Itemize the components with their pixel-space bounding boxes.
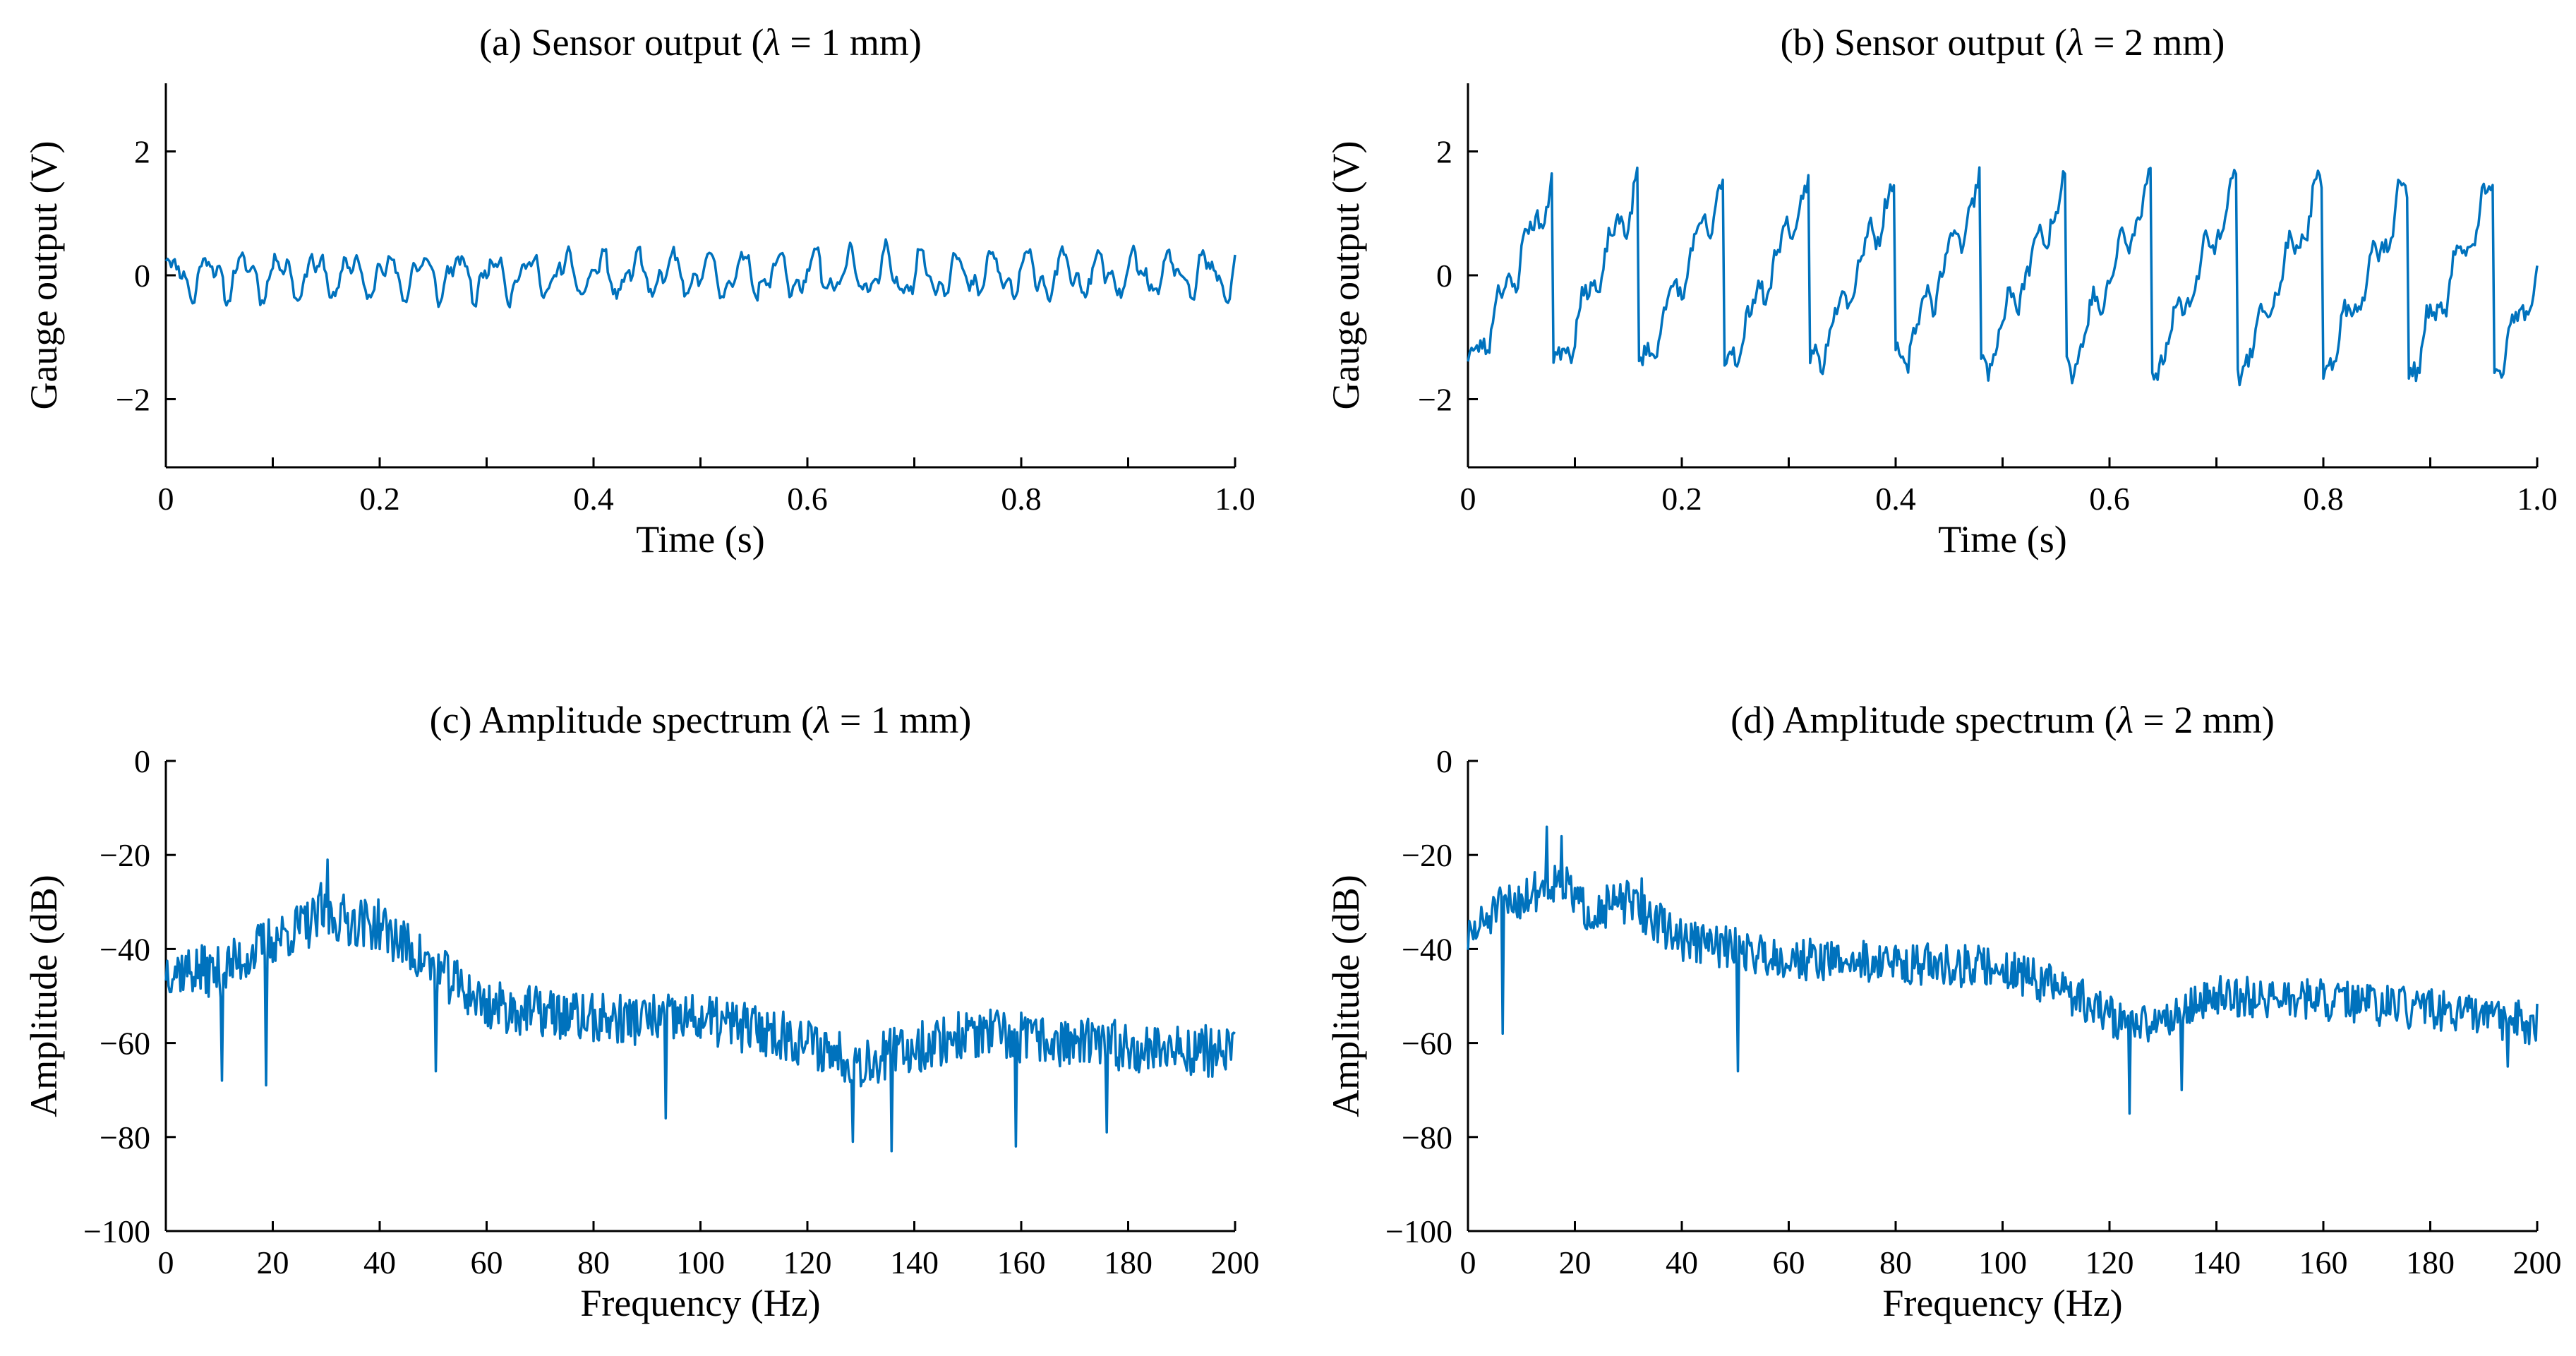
x-axis-label: Frequency (Hz) (580, 1282, 820, 1324)
x-axis-label: Time (s) (636, 518, 765, 560)
y-tick-label: 0 (1436, 743, 1452, 779)
x-tick-label: 140 (890, 1244, 939, 1280)
panel-c: (c) Amplitude spectrum (λ = 1 mm) 0 20 40 60… (23, 699, 1260, 1324)
y-tick-label: 2 (1436, 134, 1452, 170)
x-tick-label: 0.2 (359, 481, 400, 517)
y-tick-label: −20 (1402, 837, 1452, 873)
chart-title: (a) Sensor output (λ = 1 mm) (479, 21, 922, 64)
y-tick-label: −40 (1402, 931, 1452, 967)
x-tick-label: 120 (783, 1244, 832, 1280)
x-tick-label: 0 (158, 1244, 174, 1280)
y-tick-label: −20 (100, 837, 150, 873)
x-tick-label: 100 (676, 1244, 725, 1280)
chart-title-symbol: λ (2116, 699, 2133, 741)
chart-title: (b) Sensor output (λ = 2 mm) (1781, 21, 2225, 64)
x-tick-label: 100 (1978, 1244, 2027, 1280)
panel-b: (b) Sensor output (λ = 2 mm) 0 0.2 0.4 0.6 0.… (1325, 21, 2558, 560)
chart-title-prefix: (d) Amplitude spectrum ( (1731, 699, 2117, 741)
x-tick-label: 0 (1460, 1244, 1476, 1280)
chart-title-suffix: = 2 mm) (2083, 21, 2225, 64)
x-tick-label: 80 (1879, 1244, 1912, 1280)
x-tick-label: 140 (2192, 1244, 2241, 1280)
chart-title-suffix: = 1 mm) (830, 699, 971, 741)
y-tick-label: 0 (134, 743, 150, 779)
chart-title-prefix: (c) Amplitude spectrum ( (430, 699, 814, 741)
y-tick-label: −60 (1402, 1026, 1452, 1062)
x-tick-label: 0.8 (1001, 481, 1042, 517)
x-tick-label: 0.4 (1875, 481, 1916, 517)
data-series-line (1467, 166, 2539, 387)
chart-title-suffix: = 1 mm) (781, 21, 922, 64)
chart-title-symbol: λ (812, 699, 830, 741)
panel-d: (d) Amplitude spectrum (λ = 2 mm) 0 20 40 60… (1325, 699, 2562, 1324)
data-series-line (164, 858, 1236, 1153)
y-tick-label: −100 (83, 1213, 150, 1249)
chart-title: (d) Amplitude spectrum (λ = 2 mm) (1731, 699, 2275, 741)
y-tick-label: 2 (134, 134, 150, 170)
x-tick-label: 200 (2513, 1244, 2562, 1280)
x-tick-label: 0 (158, 481, 174, 517)
y-axis-label: Gauge output (V) (1325, 141, 1367, 410)
x-tick-label: 0.8 (2303, 481, 2344, 517)
y-tick-label: −2 (1418, 381, 1452, 417)
chart-title-symbol: λ (763, 21, 781, 64)
x-tick-label: 20 (257, 1244, 289, 1280)
x-tick-label: 40 (363, 1244, 396, 1280)
x-tick-label: 40 (1666, 1244, 1698, 1280)
x-tick-label: 0.6 (2089, 481, 2130, 517)
y-axis-label: Amplitude (dB) (1325, 875, 1367, 1117)
chart-title-suffix: = 2 mm) (2133, 699, 2275, 741)
x-tick-label: 60 (1773, 1244, 1805, 1280)
data-series-line (164, 238, 1236, 308)
x-tick-label: 0.2 (1661, 481, 1702, 517)
panel-a: (a) Sensor output (λ = 1 mm) 0 0.2 0.4 0.6 0.… (23, 21, 1256, 560)
x-tick-label: 160 (997, 1244, 1046, 1280)
x-axis-label: Frequency (Hz) (1882, 1282, 2122, 1324)
x-tick-label: 80 (577, 1244, 610, 1280)
chart-title-prefix: (b) Sensor output ( (1781, 21, 2067, 64)
x-tick-label: 120 (2086, 1244, 2134, 1280)
y-tick-label: −60 (100, 1026, 150, 1062)
x-tick-label: 200 (1211, 1244, 1260, 1280)
y-tick-label: −80 (1402, 1120, 1452, 1156)
y-tick-label: 0 (134, 258, 150, 294)
y-tick-label: −2 (116, 381, 150, 417)
chart-title-symbol: λ (2066, 21, 2083, 64)
data-series-line (1467, 825, 2539, 1115)
chart-title: (c) Amplitude spectrum (λ = 1 mm) (430, 699, 972, 741)
x-tick-label: 0.6 (787, 481, 828, 517)
x-tick-label: 1.0 (2517, 481, 2558, 517)
x-tick-label: 180 (1104, 1244, 1152, 1280)
y-axis-label: Gauge output (V) (23, 141, 65, 410)
chart-title-prefix: (a) Sensor output ( (479, 21, 764, 64)
y-tick-label: −40 (100, 931, 150, 967)
y-tick-label: 0 (1436, 258, 1452, 294)
y-tick-label: −80 (100, 1120, 150, 1156)
x-tick-label: 1.0 (1215, 481, 1256, 517)
x-tick-label: 60 (471, 1244, 503, 1280)
y-axis-label: Amplitude (dB) (23, 875, 65, 1117)
x-axis-label: Time (s) (1938, 518, 2067, 560)
x-tick-label: 0 (1460, 481, 1476, 517)
x-tick-label: 180 (2406, 1244, 2455, 1280)
x-tick-label: 20 (1559, 1244, 1591, 1280)
x-tick-label: 0.4 (573, 481, 614, 517)
x-tick-label: 160 (2299, 1244, 2348, 1280)
y-tick-label: −100 (1385, 1213, 1452, 1249)
